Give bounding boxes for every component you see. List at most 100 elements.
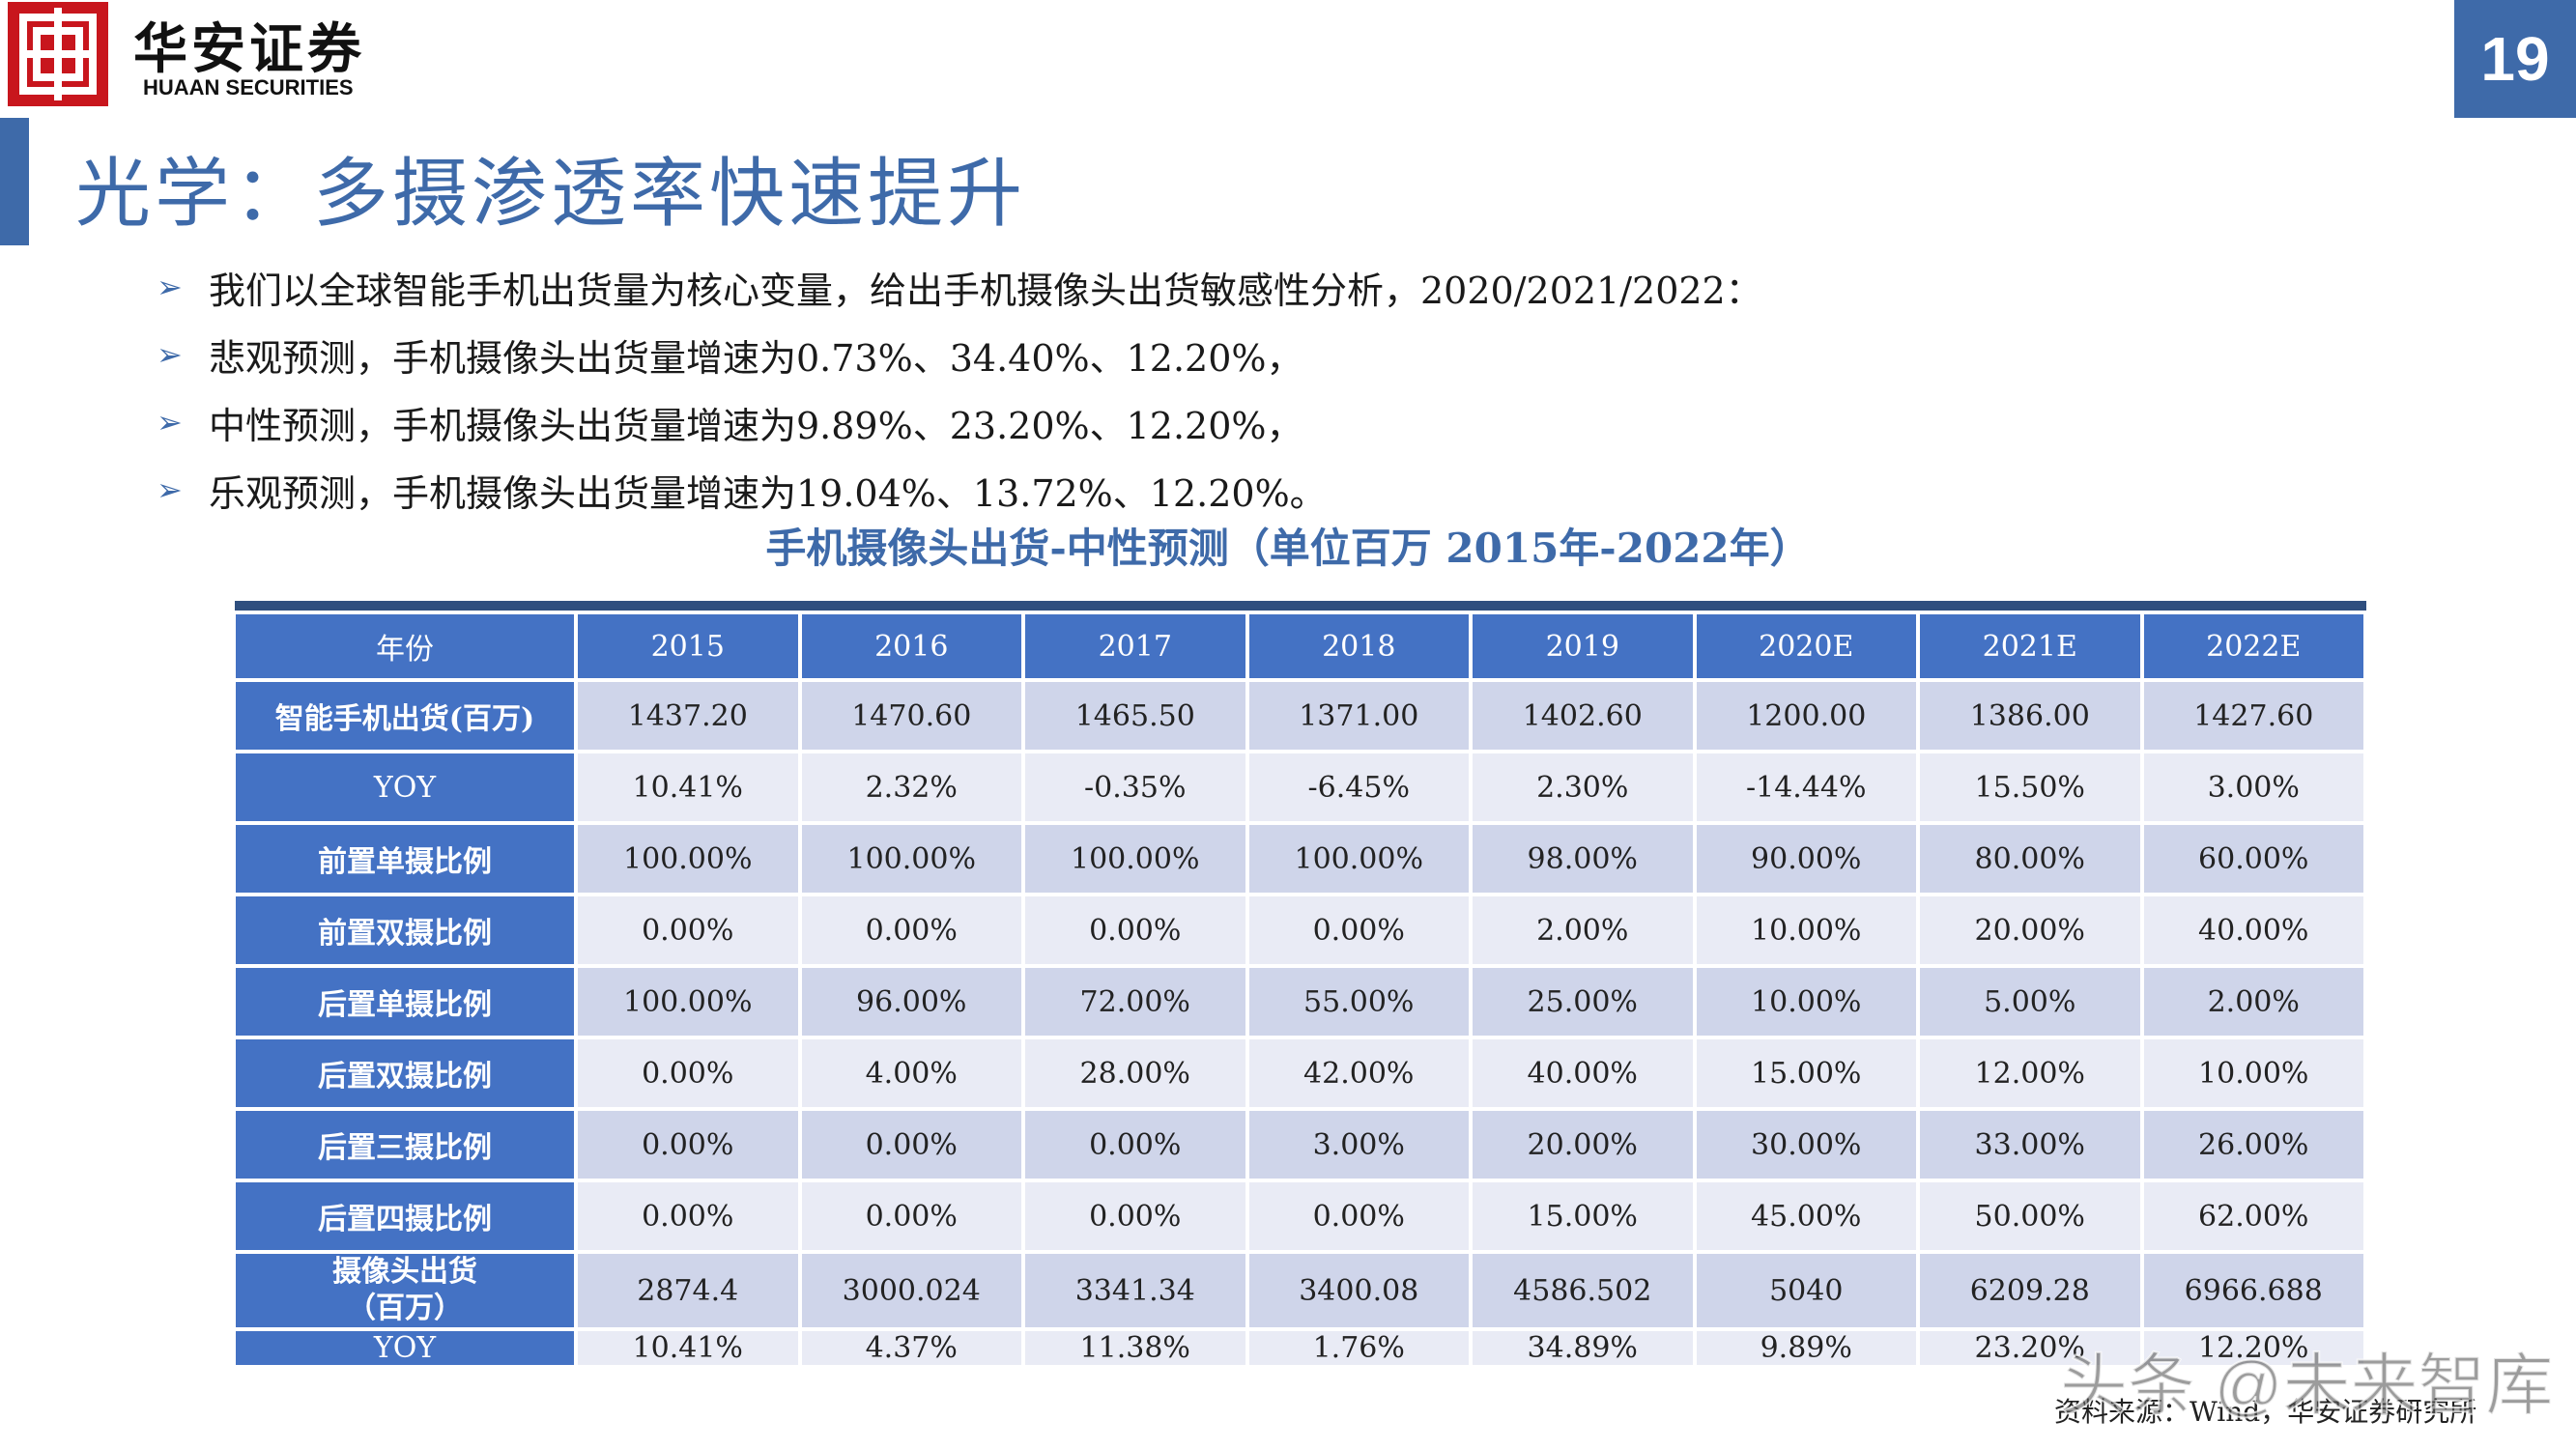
table-cell: 62.00% [2143,1182,2363,1250]
row-label: 后置四摄比例 [236,1182,574,1250]
table-cell: 100.00% [1248,825,1469,893]
table-cell: 0.00% [578,896,798,964]
arrow-bullet-icon: ➢ [157,471,183,508]
table-cell: 96.00% [801,968,1021,1036]
table-cell: 33.00% [1920,1111,2140,1179]
header-cell: 年份 [236,614,574,678]
year-header: 2018 [1248,614,1469,678]
table-cell: 15.50% [1920,753,2140,821]
year-header: 2015 [578,614,798,678]
source-note: 资料来源：Wind，华安证券研究所 [2054,1396,2477,1428]
table-cell: 23.20% [1920,1331,2140,1365]
table-cell: 1200.00 [1696,682,1916,750]
table-cell: 60.00% [2143,825,2363,893]
company-logo [8,2,108,106]
table-cell: 10.00% [1696,968,1916,1036]
table-cell: 2.00% [1473,896,1693,964]
table-title: 手机摄像头出货-中性预测（单位百万 2015年-2022年） [765,525,1811,572]
row-label-line: 摄像头出货 [332,1255,477,1289]
table-row: 前置双摄比例 0.00% 0.00% 0.00% 0.00% 2.00% 10.… [236,896,2363,964]
row-label: 后置双摄比例 [236,1039,574,1107]
table-cell: 42.00% [1248,1039,1469,1107]
row-label: 后置单摄比例 [236,968,574,1036]
camera-shipment-table: 年份 2015 2016 2017 2018 2019 2020E 2021E … [232,611,2367,1369]
table-cell: 12.00% [1920,1039,2140,1107]
table-cell: 10.41% [578,1331,798,1365]
row-label-line: （百万） [347,1292,463,1325]
table-cell: 0.00% [578,1111,798,1179]
table-cell: 0.00% [1248,896,1469,964]
table-cell: 40.00% [2143,896,2363,964]
table-cell: -6.45% [1248,753,1469,821]
year-header: 2020E [1696,614,1916,678]
bullet-text: 我们以全球智能手机出货量为核心变量，给出手机摄像头出货敏感性分析，2020/20… [209,269,1762,312]
table-row: 摄像头出货 （百万） 2874.4 3000.024 3341.34 3400.… [236,1254,2363,1327]
table-cell: 45.00% [1696,1182,1916,1250]
table-cell: -14.44% [1696,753,1916,821]
arrow-bullet-icon: ➢ [157,336,183,373]
year-header: 2016 [801,614,1021,678]
table-cell: 1465.50 [1025,682,1245,750]
table-cell: 20.00% [1473,1111,1693,1179]
table-cell: 2.32% [801,753,1021,821]
table-cell: 0.00% [578,1039,798,1107]
table-cell: 1470.60 [801,682,1021,750]
table-cell: 4586.502 [1473,1254,1693,1327]
table-cell: 80.00% [1920,825,2140,893]
table-cell: 0.00% [801,896,1021,964]
table-cell: 10.00% [1696,896,1916,964]
page-number: 19 [2454,0,2576,118]
table-cell: 2.00% [2143,968,2363,1036]
table-cell: 100.00% [1025,825,1245,893]
table-cell: 50.00% [1920,1182,2140,1250]
table-cell: 98.00% [1473,825,1693,893]
table-cell: 1402.60 [1473,682,1693,750]
year-header: 2021E [1920,614,2140,678]
table-cell: 11.38% [1025,1331,1245,1365]
bullet-text: 悲观预测，手机摄像头出货量增速为0.73%、34.40%、12.20%， [209,336,1303,380]
page-title: 光学：多摄渗透率快速提升 [75,151,1027,238]
table-cell: 0.00% [1025,1111,1245,1179]
table-row: 后置三摄比例 0.00% 0.00% 0.00% 3.00% 20.00% 30… [236,1111,2363,1179]
table-cell: 3341.34 [1025,1254,1245,1327]
table-cell: 10.00% [2143,1039,2363,1107]
table-cell: 3.00% [1248,1111,1469,1179]
table-row: YOY 10.41% 4.37% 11.38% 1.76% 34.89% 9.8… [236,1331,2363,1365]
bullet-item: ➢ 我们以全球智能手机出货量为核心变量，给出手机摄像头出货敏感性分析，2020/2… [157,253,1762,321]
table-cell: 55.00% [1248,968,1469,1036]
row-label: 后置三摄比例 [236,1111,574,1179]
year-header: 2017 [1025,614,1245,678]
table-cell: 25.00% [1473,968,1693,1036]
table-cell: -0.35% [1025,753,1245,821]
year-header: 2019 [1473,614,1693,678]
table-cell: 30.00% [1696,1111,1916,1179]
year-header: 2022E [2143,614,2363,678]
table-cell: 0.00% [801,1182,1021,1250]
bullet-item: ➢ 悲观预测，手机摄像头出货量增速为0.73%、34.40%、12.20%， [157,321,1762,388]
table-row: 智能手机出货(百万) 1437.20 1470.60 1465.50 1371.… [236,682,2363,750]
table-cell: 3.00% [2143,753,2363,821]
table-cell: 6209.28 [1920,1254,2140,1327]
table-row: 后置单摄比例 100.00% 96.00% 72.00% 55.00% 25.0… [236,968,2363,1036]
row-label: YOY [236,1331,574,1365]
brand-name-en: HUAAN SECURITIES [143,75,354,99]
table-cell: 1427.60 [2143,682,2363,750]
table-cell: 0.00% [578,1182,798,1250]
table-cell: 34.89% [1473,1331,1693,1365]
table-cell: 4.37% [801,1331,1021,1365]
table-row: 前置单摄比例 100.00% 100.00% 100.00% 100.00% 9… [236,825,2363,893]
table-cell: 3000.024 [801,1254,1021,1327]
table-cell: 10.41% [578,753,798,821]
table-top-rule [235,601,2366,611]
brand-name-cn: 华安证券 [133,17,365,81]
table-cell: 1386.00 [1920,682,2140,750]
table-cell: 28.00% [1025,1039,1245,1107]
row-label: 前置单摄比例 [236,825,574,893]
table-cell: 100.00% [578,825,798,893]
bullet-list: ➢ 我们以全球智能手机出货量为核心变量，给出手机摄像头出货敏感性分析，2020/2… [157,253,1762,524]
arrow-bullet-icon: ➢ [157,269,183,305]
row-label: 摄像头出货 （百万） [236,1254,574,1327]
row-label: YOY [236,753,574,821]
table-row: YOY 10.41% 2.32% -0.35% -6.45% 2.30% -14… [236,753,2363,821]
bullet-item: ➢ 中性预测，手机摄像头出货量增速为9.89%、23.20%、12.20%， [157,388,1762,456]
